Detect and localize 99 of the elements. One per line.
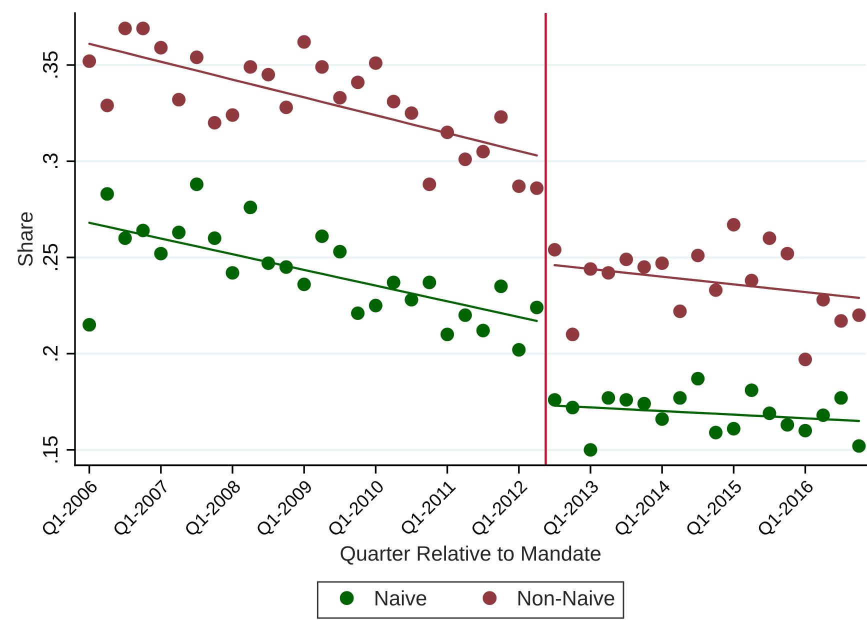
y-tick-label: .2	[42, 346, 58, 360]
point	[297, 278, 311, 292]
point	[118, 231, 132, 245]
point	[82, 318, 96, 332]
point	[816, 408, 830, 422]
point	[333, 90, 347, 104]
point	[673, 304, 687, 318]
point	[620, 393, 634, 407]
point	[333, 244, 347, 258]
point	[762, 406, 776, 420]
point	[100, 98, 114, 112]
point	[226, 108, 240, 122]
point	[548, 242, 562, 257]
point	[208, 231, 222, 245]
y-axis-title: Share	[17, 212, 33, 266]
point	[494, 280, 508, 294]
point	[512, 179, 526, 194]
point	[368, 56, 382, 70]
point	[744, 274, 758, 288]
line-series	[88, 42, 538, 157]
point	[726, 422, 740, 436]
point	[297, 35, 311, 49]
point	[691, 248, 705, 262]
point	[262, 68, 276, 82]
line-series	[88, 222, 538, 322]
point	[368, 298, 382, 312]
point	[602, 266, 616, 280]
legend-label: Naive	[376, 590, 426, 606]
point	[190, 178, 204, 192]
point	[458, 152, 472, 166]
point	[673, 391, 687, 405]
point	[548, 393, 562, 407]
point	[709, 426, 723, 440]
point	[691, 372, 705, 386]
point	[512, 343, 526, 357]
point	[834, 314, 848, 328]
point	[780, 246, 794, 260]
point	[118, 22, 132, 36]
point	[655, 256, 669, 270]
point	[726, 218, 740, 232]
point	[816, 293, 830, 307]
point	[422, 276, 436, 290]
point	[476, 324, 490, 338]
point	[798, 424, 812, 438]
point	[852, 439, 866, 453]
y-tick-label: .25	[42, 244, 58, 270]
point	[226, 266, 240, 280]
point	[386, 94, 400, 108]
point	[440, 328, 454, 342]
point	[154, 246, 168, 260]
point	[244, 60, 258, 74]
legend-label: Non-Naive	[518, 590, 614, 606]
point	[279, 100, 293, 114]
point	[852, 308, 866, 322]
point	[655, 412, 669, 426]
point	[100, 187, 114, 201]
point	[620, 252, 634, 266]
point	[172, 92, 186, 106]
point	[422, 178, 436, 192]
point	[404, 293, 418, 307]
point	[780, 418, 794, 432]
point	[386, 276, 400, 290]
point	[244, 200, 258, 214]
y-tick-label: .35	[42, 51, 58, 78]
point	[172, 226, 186, 240]
point	[136, 22, 150, 36]
point	[637, 260, 651, 274]
point	[315, 230, 329, 244]
point	[494, 110, 508, 124]
y-tick-label: .15	[43, 436, 58, 462]
y-tick-label: .3	[42, 153, 58, 168]
point	[190, 50, 204, 64]
point	[566, 328, 580, 342]
point	[315, 60, 329, 74]
x-axis-title: Quarter Relative to Mandate	[340, 546, 600, 565]
point	[351, 76, 365, 90]
point	[762, 231, 776, 245]
point	[584, 443, 598, 457]
point	[476, 144, 490, 158]
point	[208, 116, 222, 130]
point	[404, 106, 418, 120]
point	[744, 383, 758, 397]
point	[566, 400, 580, 414]
point	[530, 300, 544, 314]
point	[279, 260, 293, 274]
point	[351, 306, 365, 320]
point	[440, 126, 454, 140]
point	[82, 54, 96, 68]
point	[458, 308, 472, 322]
point	[154, 40, 168, 54]
point	[136, 224, 150, 238]
point	[834, 391, 848, 405]
point	[709, 283, 723, 297]
point	[584, 262, 598, 276]
point	[602, 391, 616, 405]
point	[798, 352, 812, 366]
point	[262, 256, 276, 270]
point	[637, 396, 651, 410]
point	[530, 181, 544, 195]
